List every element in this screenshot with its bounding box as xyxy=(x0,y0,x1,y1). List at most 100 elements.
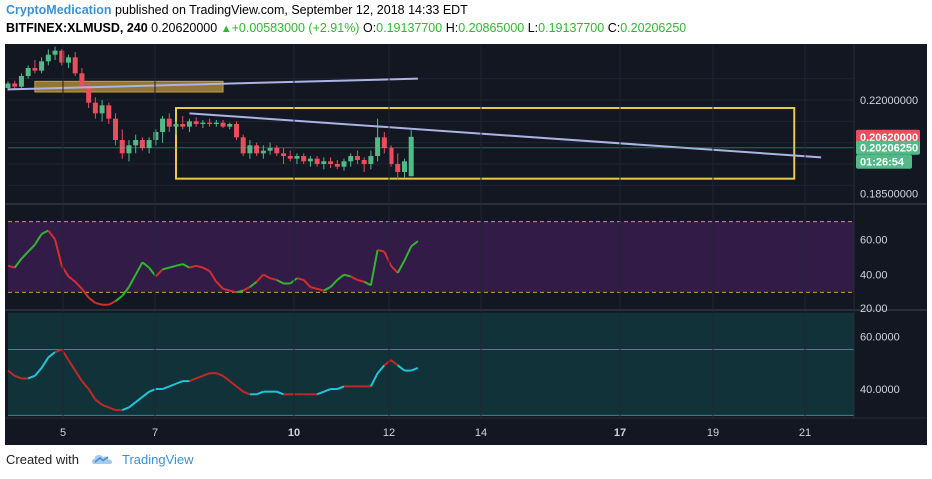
candle-body[interactable] xyxy=(186,121,192,127)
candle-body[interactable] xyxy=(153,132,159,140)
candle-body[interactable] xyxy=(133,140,139,146)
candle-body[interactable] xyxy=(314,158,320,164)
osc-segment xyxy=(162,385,170,390)
candle-body[interactable] xyxy=(375,137,381,156)
candle-body[interactable] xyxy=(52,50,58,55)
rsi-segment xyxy=(329,279,339,288)
author-link[interactable]: CryptoMedication xyxy=(6,3,112,17)
rsi-pane[interactable] xyxy=(7,221,854,306)
candle-body[interactable] xyxy=(368,156,374,164)
candle-body[interactable] xyxy=(72,57,78,74)
footer: Created with TradingView xyxy=(6,452,194,467)
candle-body[interactable] xyxy=(328,161,334,164)
candle-body[interactable] xyxy=(408,136,414,177)
rsi-segment xyxy=(121,286,130,297)
candle-body[interactable] xyxy=(260,150,266,154)
tradingview-link[interactable]: TradingView xyxy=(122,452,194,467)
osc-segment xyxy=(242,390,251,396)
candle-body[interactable] xyxy=(139,140,145,148)
rsi-segment xyxy=(262,273,271,280)
candle-body[interactable] xyxy=(254,145,260,154)
rsi-segment xyxy=(34,233,43,246)
trendline-upper[interactable] xyxy=(7,77,418,91)
oscillator-pane[interactable] xyxy=(7,312,854,416)
candle-body[interactable] xyxy=(401,161,407,172)
candle-body[interactable] xyxy=(334,164,340,167)
rsi-segment xyxy=(296,277,304,281)
rsi-segment xyxy=(189,264,197,269)
candle-body[interactable] xyxy=(160,118,166,132)
rsi-segment xyxy=(396,260,406,274)
candle-body[interactable] xyxy=(200,122,206,124)
osc-segment xyxy=(108,406,116,412)
candle-body[interactable] xyxy=(341,161,347,167)
candle-body[interactable] xyxy=(45,54,51,62)
candle-body[interactable] xyxy=(18,76,24,87)
candle-body[interactable] xyxy=(267,148,273,151)
osc-segment xyxy=(14,374,22,380)
price-pane[interactable] xyxy=(5,46,855,186)
candle-body[interactable] xyxy=(348,156,354,162)
candle-body[interactable] xyxy=(227,124,233,127)
candle-body[interactable] xyxy=(294,156,300,159)
price-tag xyxy=(856,154,912,169)
candle-body[interactable] xyxy=(106,105,112,119)
candle-body[interactable] xyxy=(113,118,119,140)
created-with-text: Created with xyxy=(6,452,79,467)
candle-body[interactable] xyxy=(247,145,253,154)
osc-segment xyxy=(101,403,110,409)
osc-segment xyxy=(323,388,331,393)
candle-body[interactable] xyxy=(59,50,65,63)
candle-body[interactable] xyxy=(99,105,105,114)
candle-body[interactable] xyxy=(119,140,125,154)
candle-body[interactable] xyxy=(92,102,98,114)
candle-body[interactable] xyxy=(207,122,213,124)
candle-body[interactable] xyxy=(220,122,226,127)
osc-segment xyxy=(189,377,197,383)
x-tick-label: 19 xyxy=(707,427,719,439)
chart-svg[interactable]: 0.22000000 0.18500000 60.00 40.00 20.00 60.00… xyxy=(5,44,927,445)
rsi-segment xyxy=(169,264,177,269)
candle-body[interactable] xyxy=(173,124,179,127)
candle-body[interactable] xyxy=(25,68,31,76)
candle-body[interactable] xyxy=(287,156,293,159)
rsi-segment xyxy=(249,280,258,288)
candle-body[interactable] xyxy=(381,137,387,148)
osc-segment xyxy=(195,374,204,380)
candle-body[interactable] xyxy=(193,121,199,124)
rsi-segment xyxy=(316,287,325,292)
candle-body[interactable] xyxy=(321,161,327,164)
candle-body[interactable] xyxy=(361,160,367,164)
candle-body[interactable] xyxy=(213,122,219,124)
candle-body[interactable] xyxy=(301,156,307,162)
candle-body[interactable] xyxy=(166,118,172,127)
candle-body[interactable] xyxy=(86,86,92,103)
candle-body[interactable] xyxy=(240,137,246,154)
candle-body[interactable] xyxy=(12,83,18,87)
rsi-segment xyxy=(323,286,332,292)
osc-segment xyxy=(54,348,63,354)
candle-body[interactable] xyxy=(39,61,45,71)
price-tag xyxy=(856,129,920,144)
candle-body[interactable] xyxy=(274,148,280,154)
rsi-band xyxy=(8,221,854,293)
osc-segment xyxy=(67,359,77,372)
candle-body[interactable] xyxy=(180,124,186,127)
chart-area[interactable]: 0.22000000 0.18500000 60.00 40.00 20.00 60.00… xyxy=(5,44,927,445)
candle-body[interactable] xyxy=(126,145,132,154)
candle-body[interactable] xyxy=(233,124,239,138)
candle-body[interactable] xyxy=(65,57,71,63)
rsi-segment xyxy=(369,249,379,286)
candle-body[interactable] xyxy=(281,153,287,156)
candle-body[interactable] xyxy=(388,148,394,164)
candle-body[interactable] xyxy=(5,83,11,88)
candle-body[interactable] xyxy=(307,158,313,162)
candle-body[interactable] xyxy=(79,73,85,87)
candle-body[interactable] xyxy=(146,140,152,148)
candle-body[interactable] xyxy=(395,164,401,172)
candle-body[interactable] xyxy=(32,68,38,71)
trendline-descending[interactable] xyxy=(189,112,822,159)
candle-body[interactable] xyxy=(354,156,360,160)
rsi-segment xyxy=(182,263,190,269)
rsi-segment xyxy=(141,261,150,269)
